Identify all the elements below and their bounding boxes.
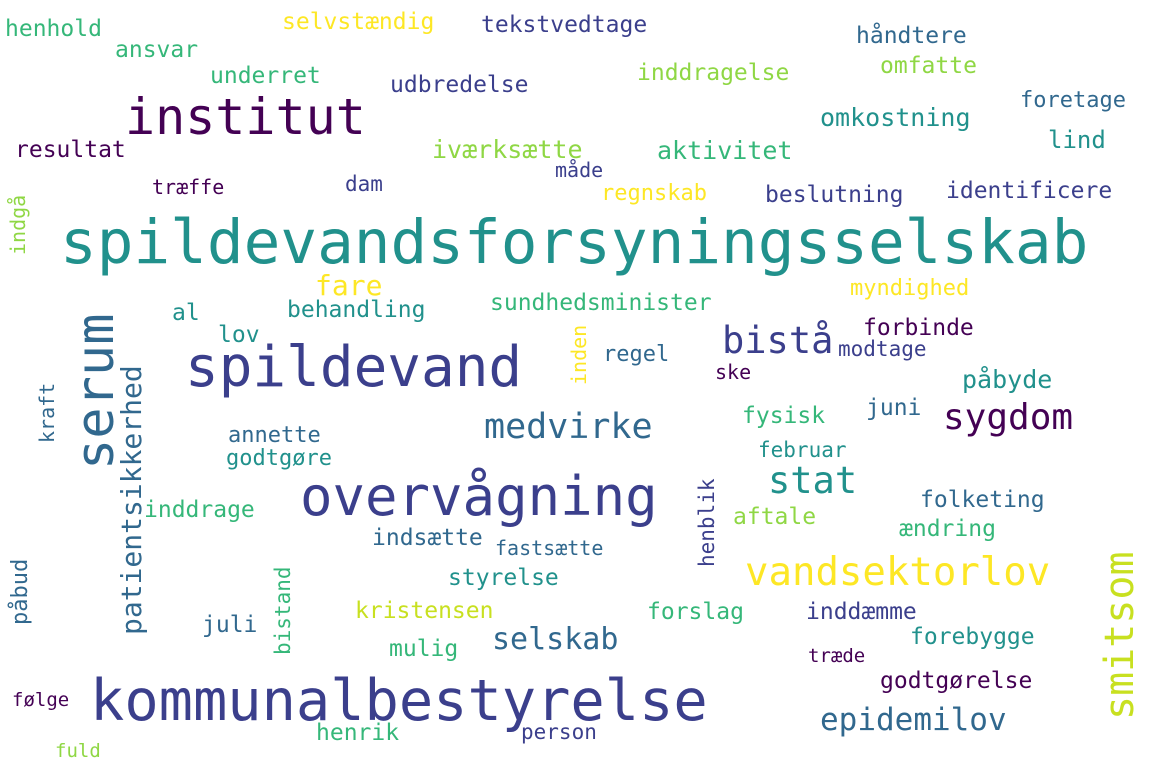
- word-sygdom: sygdom: [943, 397, 1074, 438]
- word-selskab: selskab: [492, 622, 619, 657]
- word-spildevandsforsyningsselskab: spildevandsforsyningsselskab: [60, 207, 1089, 278]
- word-fuld: fuld: [55, 740, 101, 762]
- word-handtere: håndtere: [856, 23, 967, 49]
- word-aktivitet: aktivitet: [657, 136, 793, 165]
- word-aftale: aftale: [733, 504, 817, 530]
- word-overvagning: overvågning: [300, 465, 658, 528]
- word-forslag: forslag: [647, 599, 744, 625]
- word-fysisk: fysisk: [742, 403, 826, 429]
- word-selvstaendig: selvstændig: [282, 9, 435, 35]
- word-sundhedsminister: sundhedsminister: [490, 290, 712, 316]
- word-aendring: ændring: [899, 516, 996, 542]
- word-al: al: [172, 300, 200, 326]
- word-institut: institut: [125, 88, 366, 146]
- word-regnskab: regnskab: [601, 181, 707, 206]
- word-forbinde: forbinde: [863, 315, 974, 341]
- word-folge: følge: [12, 689, 70, 711]
- word-ske: ske: [715, 360, 752, 384]
- word-behandling: behandling: [287, 297, 426, 323]
- word-lind: lind: [1048, 126, 1106, 154]
- word-person: person: [521, 720, 597, 744]
- word-pabud: påbud: [8, 558, 33, 625]
- word-regel: regel: [603, 342, 670, 367]
- word-annette: annette: [228, 423, 321, 448]
- word-inden: inden: [567, 324, 591, 385]
- word-medvirke: medvirke: [484, 407, 653, 447]
- word-henrik: henrik: [316, 720, 400, 746]
- word-februar: februar: [758, 438, 847, 462]
- word-modtage: modtage: [838, 337, 927, 361]
- word-udbredelse: udbredelse: [390, 72, 529, 98]
- word-mulig: mulig: [389, 636, 459, 662]
- word-pabyde: påbyde: [962, 365, 1053, 394]
- word-inddragelse: inddragelse: [637, 60, 790, 86]
- word-fare: fare: [315, 269, 383, 302]
- word-indga: indgå: [6, 194, 30, 255]
- word-henblik: henblik: [695, 478, 719, 567]
- word-stat: stat: [768, 459, 858, 502]
- word-kraft: kraft: [35, 382, 59, 443]
- word-traede: træde: [808, 645, 866, 667]
- word-ansvar: ansvar: [115, 37, 199, 63]
- word-tekstvedtage: tekstvedtage: [481, 12, 648, 38]
- word-identificere: identificere: [946, 178, 1113, 204]
- word-made: måde: [555, 158, 604, 182]
- word-juli: juli: [202, 612, 258, 638]
- word-bistand: bistand: [271, 566, 295, 655]
- word-henhold: henhold: [5, 16, 102, 42]
- word-lov: lov: [218, 322, 260, 348]
- word-spildevand: spildevand: [185, 335, 523, 400]
- word-myndighed: myndighed: [850, 276, 970, 301]
- word-inddrage: inddrage: [144, 497, 255, 523]
- word-godtgorelse: godtgørelse: [880, 668, 1033, 694]
- word-traeffe: træffe: [152, 175, 225, 199]
- word-fastsaette: fastsætte: [495, 536, 604, 560]
- word-inddaemme: inddæmme: [806, 599, 917, 625]
- word-godtgore: godtgøre: [226, 446, 332, 471]
- word-omkostning: omkostning: [820, 103, 971, 132]
- word-epidemilov: epidemilov: [820, 702, 1007, 738]
- word-foretage: foretage: [1020, 88, 1126, 113]
- word-vandsektorlov: vandsektorlov: [745, 550, 1051, 595]
- word-beslutning: beslutning: [765, 182, 904, 208]
- word-juni: juni: [866, 395, 922, 421]
- word-bista: bistå: [722, 319, 834, 362]
- word-omfatte: omfatte: [880, 53, 977, 79]
- word-patientsikkerhed: patientsikkerhed: [115, 365, 148, 635]
- word-indsaette: indsætte: [372, 525, 483, 551]
- word-kommunalbestyrelse: kommunalbestyrelse: [90, 668, 708, 734]
- word-resultat: resultat: [15, 137, 126, 163]
- word-forebygge: forebygge: [910, 624, 1035, 650]
- word-folketing: folketing: [920, 487, 1045, 513]
- word-dam: dam: [345, 172, 383, 196]
- word-smitsom: smitsom: [1097, 551, 1143, 720]
- word-kristensen: kristensen: [355, 598, 494, 624]
- word-underret: underret: [210, 63, 321, 89]
- word-ivaerksaette: iværksætte: [432, 135, 583, 164]
- word-styrelse: styrelse: [448, 565, 559, 591]
